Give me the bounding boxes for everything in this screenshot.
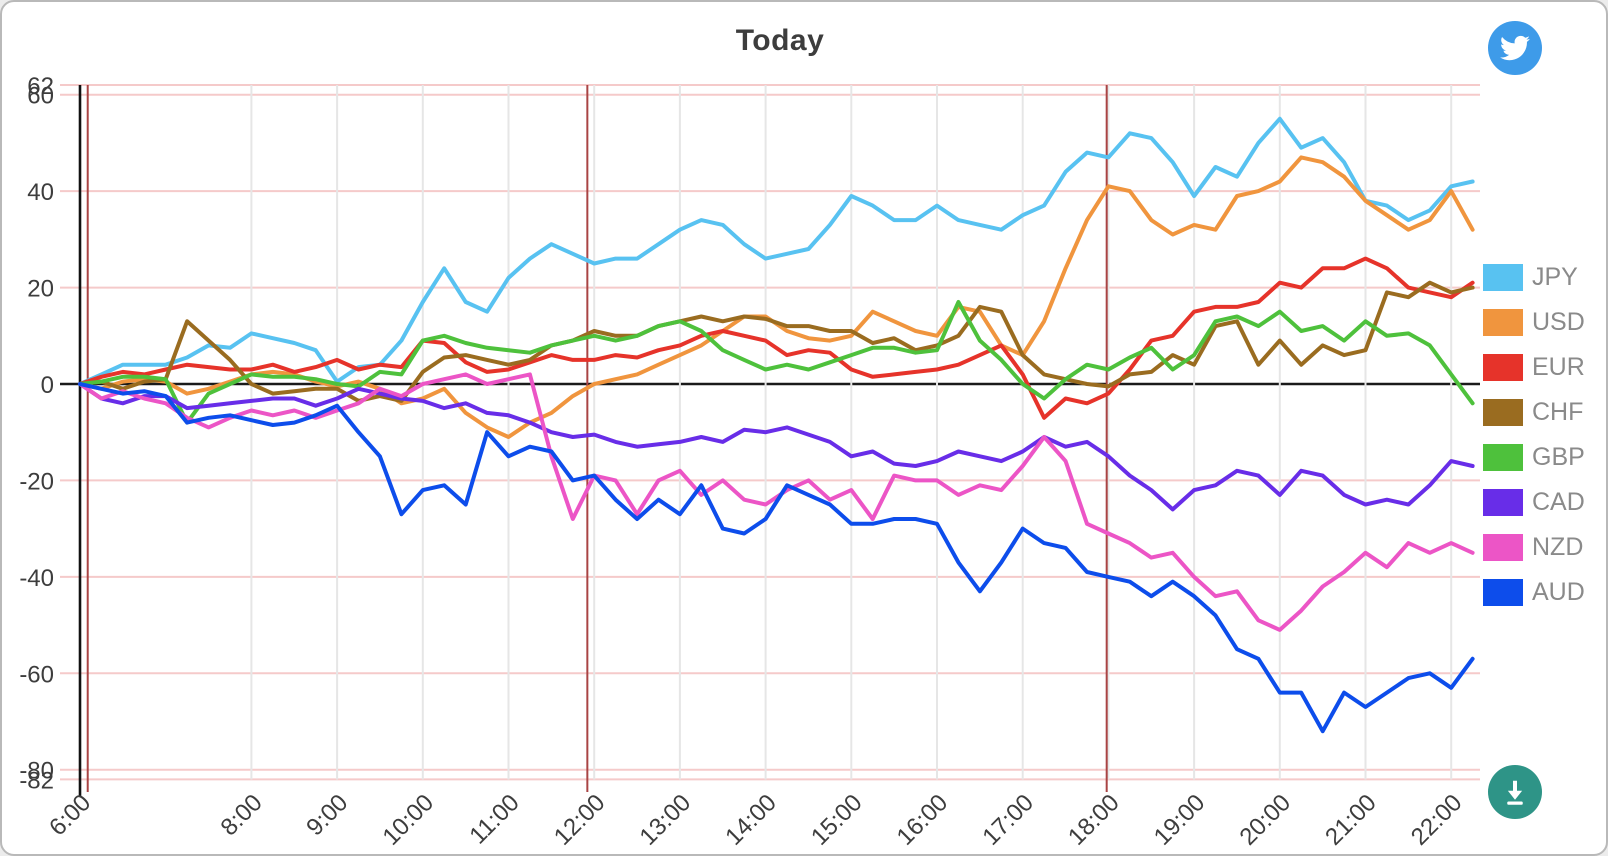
download-icon: [1507, 780, 1523, 805]
x-tick-label: 16:00: [892, 789, 954, 851]
y-tick-label: -80: [19, 758, 54, 785]
legend-label: JPY: [1532, 263, 1578, 291]
twitter-icon: [1500, 35, 1530, 61]
legend: JPY USD EUR CHF GBP CAD NZD AUD: [1483, 264, 1585, 624]
legend-item-cad[interactable]: CAD: [1483, 489, 1585, 516]
y-tick-label: -40: [19, 565, 54, 592]
x-tick-label: 17:00: [977, 789, 1039, 851]
legend-swatch-chf: [1483, 399, 1523, 426]
legend-label: AUD: [1532, 578, 1585, 606]
series-line-eur: [78, 256, 1475, 420]
x-tick-label: 8:00: [216, 789, 268, 841]
y-tick-label: 60: [27, 83, 54, 110]
x-tick-label: 15:00: [806, 789, 868, 851]
download-button[interactable]: [1488, 765, 1542, 819]
legend-item-gbp[interactable]: GBP: [1483, 444, 1585, 471]
legend-item-usd[interactable]: USD: [1483, 309, 1585, 336]
series-line-aud: [78, 382, 1475, 734]
legend-swatch-cad: [1483, 489, 1523, 516]
legend-label: EUR: [1532, 353, 1585, 381]
legend-swatch-nzd: [1483, 534, 1523, 561]
legend-swatch-usd: [1483, 309, 1523, 336]
y-tick-label: -20: [19, 468, 54, 495]
x-tick-label: 10:00: [377, 789, 439, 851]
twitter-share-button[interactable]: [1488, 21, 1542, 75]
page-title: Today: [735, 24, 825, 57]
x-tick-label: 13:00: [635, 789, 697, 851]
y-tick-label: -82: [19, 767, 54, 794]
x-tick-label: 21:00: [1320, 789, 1382, 851]
legend-item-chf[interactable]: CHF: [1483, 399, 1585, 426]
x-tick-label: 18:00: [1063, 789, 1125, 851]
legend-label: USD: [1532, 308, 1585, 336]
series-line-cad: [78, 382, 1475, 512]
series-line-chf: [78, 280, 1475, 403]
legend-item-jpy[interactable]: JPY: [1483, 264, 1585, 291]
x-tick-label: 14:00: [720, 789, 782, 851]
x-tick-label: 9:00: [301, 789, 353, 841]
x-tick-label: 19:00: [1149, 789, 1211, 851]
legend-swatch-gbp: [1483, 444, 1523, 471]
y-tick-label: 20: [27, 276, 54, 303]
y-tick-label: 0: [41, 372, 54, 399]
y-tick-label: 62: [27, 73, 54, 100]
legend-item-aud[interactable]: AUD: [1483, 579, 1585, 606]
legend-item-nzd[interactable]: NZD: [1483, 534, 1585, 561]
x-tick-label: 22:00: [1406, 789, 1468, 851]
series-line-jpy: [78, 116, 1475, 386]
x-tick-label: 6:00: [44, 789, 96, 841]
legend-label: CAD: [1532, 488, 1585, 516]
legend-label: CHF: [1532, 398, 1584, 426]
x-tick-label: 11:00: [464, 789, 524, 849]
legend-item-eur[interactable]: EUR: [1483, 354, 1585, 381]
x-tick-label: 20:00: [1234, 789, 1296, 851]
y-tick-label: 40: [27, 179, 54, 206]
legend-label: NZD: [1532, 533, 1584, 561]
x-tick-label: 12:00: [549, 789, 611, 851]
y-tick-label: -60: [19, 661, 54, 688]
legend-swatch-aud: [1483, 579, 1523, 606]
series-line-gbp: [78, 300, 1475, 425]
legend-swatch-eur: [1483, 354, 1523, 381]
legend-swatch-jpy: [1483, 264, 1523, 291]
legend-label: GBP: [1532, 443, 1585, 471]
